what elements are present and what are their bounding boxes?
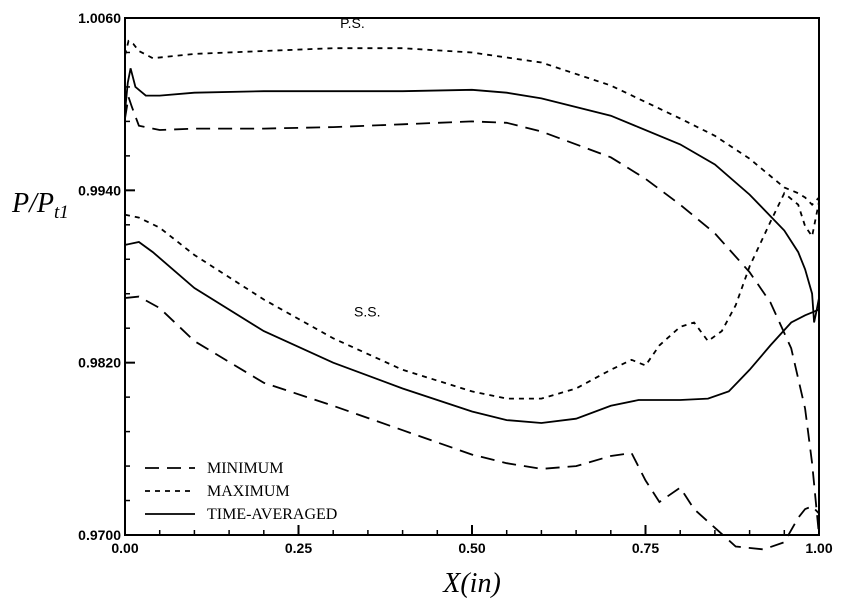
series-layer bbox=[124, 39, 820, 551]
y-axis: 0.9700 0.9820 0.9940 1.0060 bbox=[78, 10, 135, 543]
series-line-ss-maximum bbox=[124, 191, 820, 400]
annotation-label: S.S. bbox=[354, 304, 380, 320]
y-tick-label: 0.9820 bbox=[78, 355, 121, 371]
legend-label: MAXIMUM bbox=[207, 483, 290, 500]
y-tick-label: 0.9700 bbox=[78, 527, 121, 543]
x-tick-label: 0.25 bbox=[285, 540, 312, 556]
y-axis-title: P/Pt1 bbox=[11, 188, 69, 223]
x-tick-label: 1.00 bbox=[805, 540, 832, 556]
x-axis-title: X(in) bbox=[442, 568, 501, 599]
x-tick-label: 0.75 bbox=[632, 540, 659, 556]
series-line-ps-maximum bbox=[124, 39, 820, 206]
x-tick-label: 0.00 bbox=[111, 540, 138, 556]
y-tick-label: 0.9940 bbox=[78, 182, 121, 198]
series-line-ss-time-averaged bbox=[124, 241, 820, 424]
legend: MINIMUM MAXIMUM TIME-AVERAGED bbox=[145, 460, 337, 523]
annotations: P.S. S.S. bbox=[340, 15, 380, 320]
series-line-ss-minimum bbox=[124, 295, 820, 551]
x-axis: 0.00 0.25 0.50 0.75 1.00 bbox=[111, 525, 833, 556]
x-tick-label: 0.50 bbox=[458, 540, 485, 556]
annotation-label: P.S. bbox=[340, 15, 365, 31]
series-line-ps-time-averaged bbox=[124, 68, 820, 323]
y-tick-label: 1.0060 bbox=[78, 10, 121, 26]
legend-label: MINIMUM bbox=[207, 460, 283, 477]
legend-label: TIME-AVERAGED bbox=[207, 506, 337, 523]
series-line-ps-minimum bbox=[124, 96, 820, 536]
